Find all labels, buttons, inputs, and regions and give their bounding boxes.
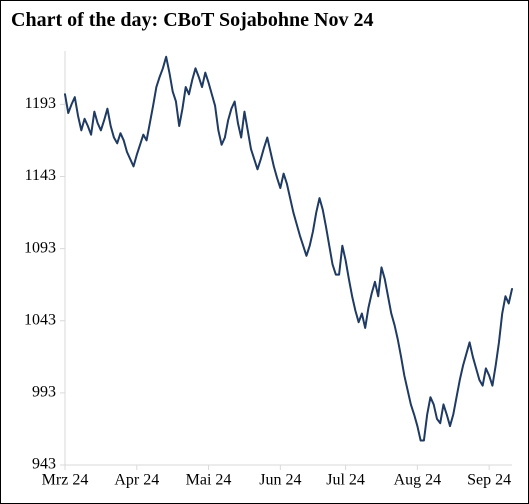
- y-tick-label: 1193: [25, 95, 56, 112]
- y-tick-label: 1093: [24, 239, 56, 256]
- x-tick-label: Apr 24: [114, 471, 159, 488]
- x-tick-label: Aug 24: [394, 471, 442, 488]
- chart-title: Chart of the day: CBoT Sojabohne Nov 24: [11, 9, 373, 32]
- chart-frame: Chart of the day: CBoT Sojabohne Nov 24 …: [0, 0, 529, 504]
- x-tick-label: Sep 24: [467, 471, 511, 488]
- y-tick-label: 993: [32, 384, 56, 401]
- x-tick-label: Jul 24: [326, 471, 365, 488]
- y-tick-label: 943: [32, 456, 56, 473]
- x-tick-label: Mrz 24: [42, 471, 89, 488]
- y-tick-label: 1143: [25, 167, 56, 184]
- x-tick-label: Jun 24: [259, 471, 301, 488]
- price-series-line: [65, 57, 512, 441]
- line-chart-svg: 943 993 1043 1093 1143 1193 Mrz 24 Apr 24 Mai 24…: [11, 41, 520, 495]
- y-tick-label: 1043: [24, 311, 56, 328]
- plot-area: 943 993 1043 1093 1143 1193 Mrz 24 Apr 24 Mai 24…: [11, 41, 518, 493]
- x-tick-label: Mai 24: [186, 471, 232, 488]
